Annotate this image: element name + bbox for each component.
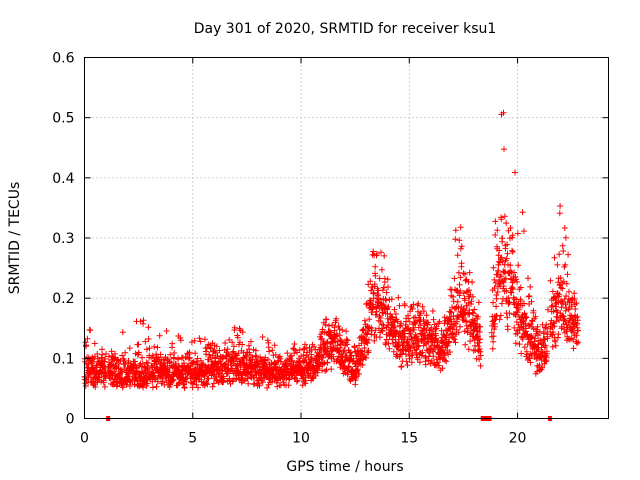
y-tick-label: 0 — [66, 412, 75, 428]
x-tick-label: 20 — [509, 431, 527, 447]
x-tick-label: 0 — [80, 431, 89, 447]
x-tick-label: 15 — [400, 431, 418, 447]
y-tick-label: 0.6 — [52, 51, 74, 67]
plot-frame — [84, 57, 609, 419]
y-tick-label: 0.3 — [52, 231, 74, 247]
y-tick-label: 0.1 — [52, 351, 74, 367]
y-axis-label: SRMTID / TECUs — [7, 182, 23, 295]
y-tick-label: 0.4 — [52, 171, 74, 187]
srmtid-point-marks — [81, 109, 582, 391]
axis-ticks: 0 0.1 0.2 0.3 0.4 0.5 0.6 0 5 10 15 20 — [52, 51, 609, 447]
x-tick-label: 5 — [188, 431, 197, 447]
y-tick-label: 0.2 — [52, 291, 74, 307]
x-tick-label: 10 — [292, 431, 310, 447]
data-points — [81, 109, 582, 391]
chart-title: Day 301 of 2020, SRMTID for receiver ksu… — [194, 21, 497, 37]
x-axis-label: GPS time / hours — [286, 459, 403, 475]
y-tick-label: 0.5 — [52, 111, 74, 127]
